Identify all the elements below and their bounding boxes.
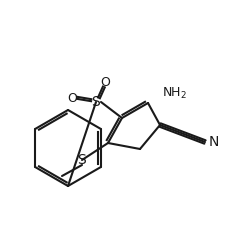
- Text: S: S: [78, 153, 86, 167]
- Text: O: O: [67, 92, 77, 105]
- Text: N: N: [209, 135, 219, 149]
- Text: O: O: [100, 76, 110, 88]
- Text: S: S: [92, 95, 100, 109]
- Text: NH$_2$: NH$_2$: [162, 85, 187, 101]
